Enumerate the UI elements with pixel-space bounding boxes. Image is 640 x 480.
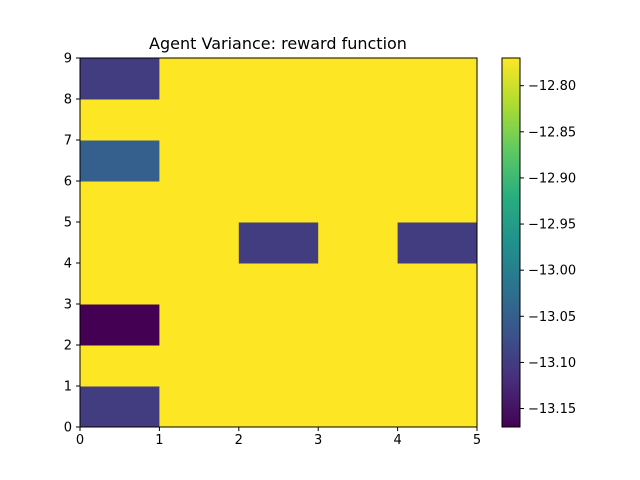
heatmap-cell (318, 345, 399, 387)
heatmap-cell (318, 263, 399, 305)
heatmap-cell (80, 345, 160, 387)
colorbar-tick-label: −12.95 (528, 218, 576, 233)
heatmap-cell (159, 140, 240, 182)
heatmap-cell (159, 222, 240, 264)
heatmap-cell (80, 99, 160, 141)
x-tick-label: 3 (314, 433, 322, 448)
heatmap-cell (238, 345, 319, 387)
y-axis: 0 1 2 3 4 5 6 7 8 9 (64, 52, 80, 436)
heatmap-cell (80, 140, 160, 182)
heatmap-cell (159, 181, 240, 223)
y-tick-label: 1 (64, 380, 72, 395)
heatmap-cell (159, 99, 240, 141)
heatmap-cell (80, 58, 160, 100)
heatmap-cell (159, 263, 240, 305)
heatmap-cell (80, 222, 160, 264)
colorbar-tick-label: −13.10 (528, 356, 576, 371)
x-tick-label: 1 (155, 433, 163, 448)
colorbar (501, 57, 521, 428)
heatmap-cell (238, 222, 319, 264)
y-tick-label: 5 (64, 216, 72, 231)
heatmap-cell (238, 99, 319, 141)
heatmap-cell (318, 304, 399, 346)
plot-frame (79, 57, 478, 428)
x-tick-label: 2 (235, 433, 243, 448)
heatmap-cell (238, 304, 319, 346)
heatmap-cell (159, 304, 240, 346)
x-tick-label: 0 (76, 433, 84, 448)
x-tick-label: 4 (393, 433, 401, 448)
heatmap-cell (159, 345, 240, 387)
heatmap-cell (397, 222, 478, 264)
heatmap-cell (397, 304, 478, 346)
heatmap-cell (318, 386, 399, 428)
x-axis: 0 1 2 3 4 5 (76, 427, 481, 448)
heatmap-cells (80, 58, 478, 428)
heatmap-cell (159, 58, 240, 100)
heatmap-cell (159, 386, 240, 428)
heatmap-cell (397, 345, 478, 387)
heatmap-cell (80, 386, 160, 428)
heatmap-cell (318, 181, 399, 223)
y-tick-label: 6 (64, 175, 72, 190)
chart-title: Agent Variance: reward function (149, 34, 407, 53)
heatmap-cell (80, 304, 160, 346)
heatmap-cell (318, 140, 399, 182)
colorbar-tick-label: −12.80 (528, 79, 576, 94)
colorbar-tick-label: −12.85 (528, 125, 576, 140)
heatmap-cell (238, 263, 319, 305)
colorbar-tick-label: −13.05 (528, 310, 576, 325)
x-tick-label: 5 (473, 433, 481, 448)
heatmap-cell (318, 99, 399, 141)
heatmap-cell (80, 181, 160, 223)
heatmap-cell (397, 58, 478, 100)
heatmap-cell (238, 181, 319, 223)
y-tick-label: 3 (64, 298, 72, 313)
y-tick-label: 7 (64, 134, 72, 149)
y-tick-label: 2 (64, 339, 72, 354)
heatmap-cell (80, 263, 160, 305)
y-tick-label: 8 (64, 93, 72, 108)
heatmap-cell (397, 99, 478, 141)
heatmap-cell (397, 140, 478, 182)
heatmap-cell (397, 386, 478, 428)
heatmap-cell (397, 263, 478, 305)
colorbar-tick-label: −13.00 (528, 264, 576, 279)
y-tick-label: 9 (64, 52, 72, 67)
heatmap-cell (238, 58, 319, 100)
heatmap-cell (397, 181, 478, 223)
colorbar-tick-label: −12.90 (528, 171, 576, 186)
y-tick-label: 0 (64, 421, 72, 436)
heatmap-cell (238, 140, 319, 182)
colorbar-tick-label: −13.15 (528, 402, 576, 417)
y-tick-label: 4 (64, 257, 72, 272)
heatmap-cell (318, 58, 399, 100)
heatmap-cell (318, 222, 399, 264)
colorbar-axis: −13.15 −13.10 −13.05 −13.00 −12.95 −12.90 −12.… (520, 79, 576, 417)
heatmap-cell (238, 386, 319, 428)
